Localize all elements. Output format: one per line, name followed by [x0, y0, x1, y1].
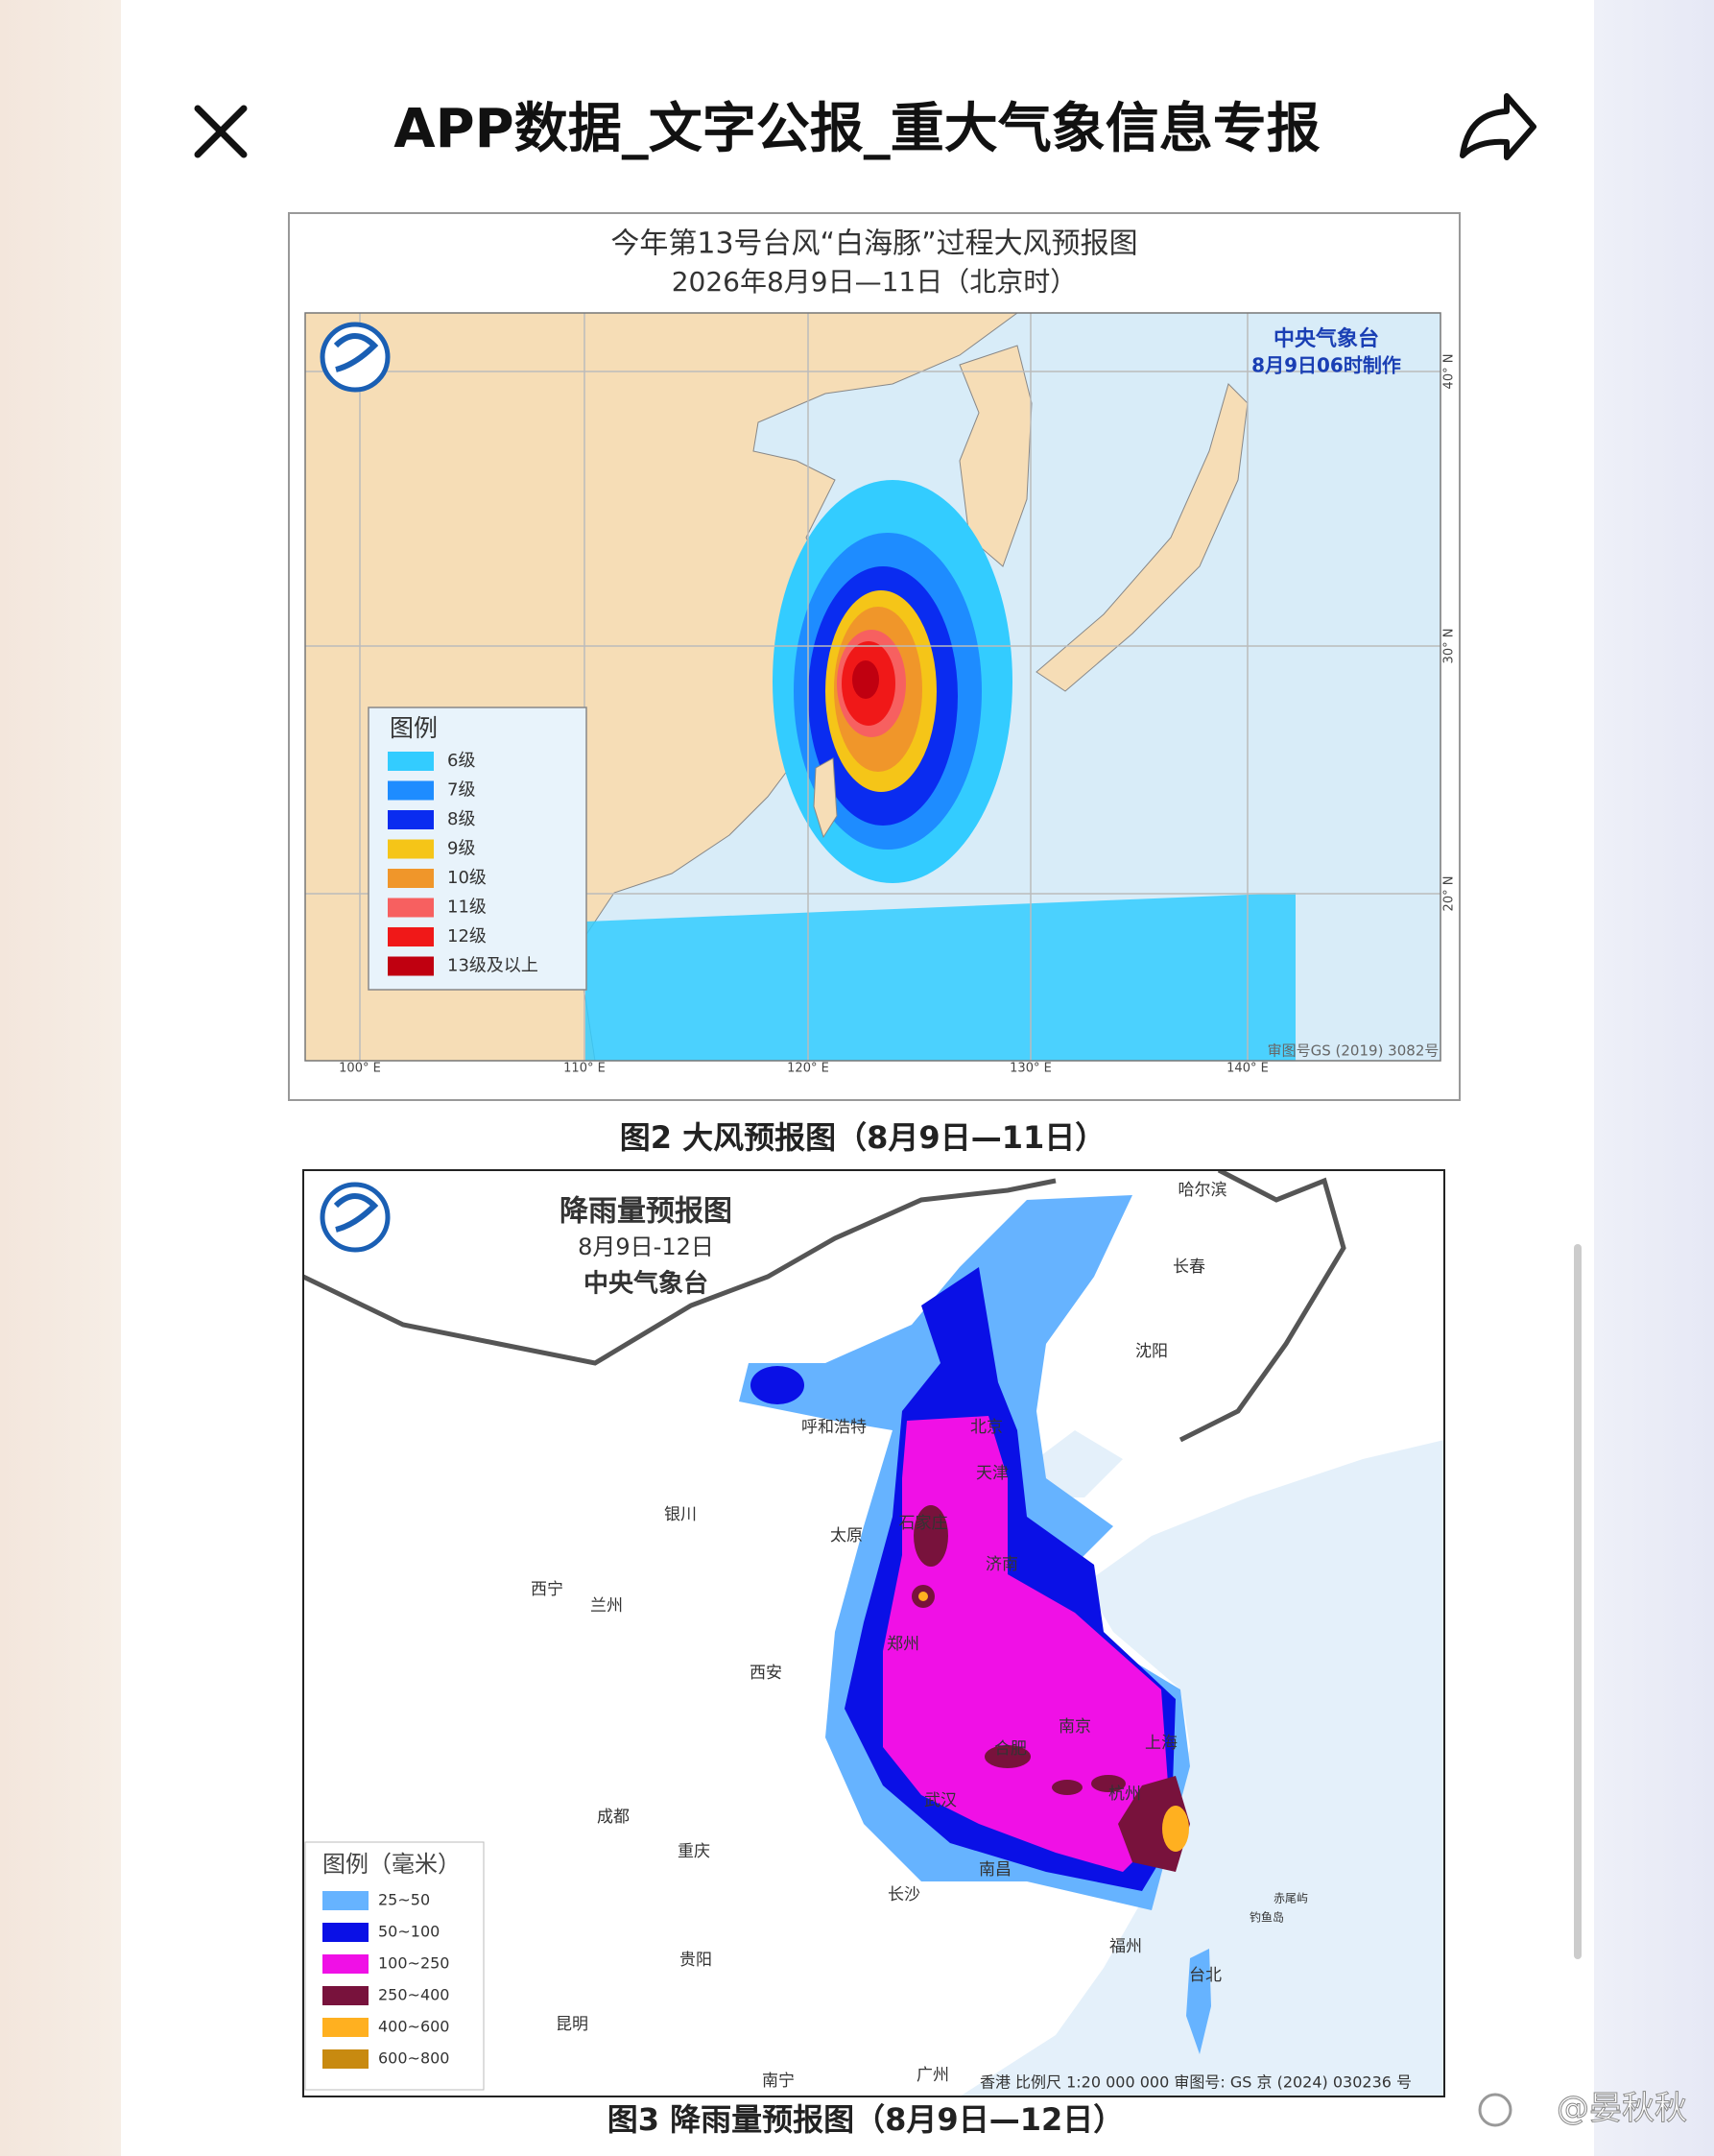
city-label: 石家庄: [899, 1514, 948, 1533]
legend-label: 13级及以上: [447, 956, 538, 976]
rain-map-title: 降雨量预报图: [559, 1195, 732, 1229]
legend-swatch: [388, 898, 434, 918]
legend-label: 11级: [447, 898, 487, 918]
lat-label: 30° N: [1442, 629, 1457, 664]
wind-map-title: 今年第13号台风“白海豚”过程大风预报图: [610, 228, 1137, 261]
city-label: 银川: [664, 1505, 697, 1524]
rain-map-agency: 中央气象台: [583, 1269, 708, 1299]
legend-label: 7级: [447, 780, 475, 801]
legend-swatch: [388, 927, 434, 946]
wind-map-made-time: 8月9日06时制作: [1251, 354, 1401, 377]
legend-label: 9级: [447, 839, 475, 859]
lon-label: 100° E: [339, 1062, 381, 1076]
scrollbar[interactable]: [1574, 1244, 1582, 1959]
legend-label: 400~600: [378, 2018, 449, 2036]
legend-label: 10级: [447, 868, 487, 888]
rain-map-footer: 香港 比例尺 1:20 000 000 审图号: GS 京 (2024) 030…: [980, 2073, 1412, 2092]
legend-label: 100~250: [378, 1954, 449, 1973]
legend-label: 12级: [447, 926, 487, 946]
city-label: 上海: [1145, 1734, 1178, 1753]
legend-label: 8级: [447, 809, 475, 829]
city-label: 西安: [750, 1664, 782, 1683]
city-label: 兰州: [590, 1596, 623, 1616]
city-label: 贵阳: [679, 1951, 712, 1970]
city-label: 太原: [830, 1526, 863, 1545]
share-button[interactable]: [1460, 93, 1536, 160]
city-label: 成都: [597, 1808, 630, 1827]
legend-label: 250~400: [378, 1986, 449, 2004]
wind-map-agency: 中央气象台: [1274, 326, 1379, 351]
city-label: 杭州: [1108, 1785, 1141, 1804]
lon-label: 140° E: [1226, 1062, 1269, 1076]
legend-swatch: [388, 810, 434, 829]
city-label: 南京: [1059, 1717, 1091, 1737]
legend-swatch: [322, 2018, 369, 2037]
wind-map-caption: 图2 大风预报图（8月9日—11日）: [620, 1119, 1106, 1156]
rain-map: [302, 1169, 1445, 2097]
legend-swatch: [388, 780, 434, 801]
lon-label: 120° E: [787, 1062, 829, 1076]
wind-legend-title: 图例: [390, 714, 438, 742]
city-label: 长沙: [888, 1885, 920, 1904]
city-label: 济南: [986, 1555, 1018, 1574]
city-label: 郑州: [887, 1635, 919, 1654]
city-label: 南宁: [762, 2072, 795, 2091]
city-label: 西宁: [531, 1580, 563, 1599]
legend-swatch: [388, 956, 434, 976]
legend-label: 50~100: [378, 1923, 440, 1941]
city-label: 北京: [970, 1418, 1003, 1437]
city-label: 赤尾屿: [1274, 1892, 1308, 1905]
city-label: 台北: [1189, 1966, 1222, 1985]
rain-map-date: 8月9日-12日: [578, 1234, 714, 1260]
legend-swatch: [322, 1891, 369, 1910]
lat-label: 20° N: [1442, 876, 1457, 912]
wind-map-subtitle: 2026年8月9日—11日（北京时）: [672, 266, 1078, 298]
legend-swatch: [322, 1923, 369, 1942]
city-label: 昆明: [556, 2015, 588, 2034]
legend-swatch: [322, 1954, 369, 1974]
close-button[interactable]: [194, 105, 248, 158]
city-label: 呼和浩特: [801, 1418, 867, 1437]
legend-swatch: [388, 839, 434, 859]
city-label: 钓鱼岛: [1250, 1910, 1284, 1925]
watermark: @晏秋秋: [1557, 2090, 1687, 2128]
city-label: 合肥: [994, 1739, 1027, 1759]
page-title: APP数据_文字公报_重大气象信息专报: [393, 98, 1320, 160]
wind-map: [304, 312, 1441, 1062]
city-label: 哈尔滨: [1178, 1181, 1227, 1200]
city-label: 武汉: [924, 1791, 957, 1810]
city-label: 沈阳: [1135, 1342, 1168, 1361]
city-label: 广州: [917, 2066, 949, 2085]
legend-swatch: [388, 752, 434, 771]
legend-swatch: [322, 1986, 369, 2005]
lat-label: 40° N: [1442, 354, 1457, 390]
lon-label: 130° E: [1010, 1062, 1052, 1076]
city-label: 福州: [1109, 1937, 1142, 1956]
rain-map-caption: 图3 降雨量预报图（8月9日—12日）: [607, 2101, 1124, 2138]
legend-label: 6级: [447, 751, 475, 771]
rain-legend-title: 图例（毫米）: [322, 1851, 461, 1878]
city-label: 天津: [976, 1464, 1009, 1483]
city-label: 长春: [1173, 1258, 1205, 1277]
lon-label: 110° E: [563, 1062, 606, 1076]
city-label: 重庆: [678, 1842, 710, 1861]
legend-label: 25~50: [378, 1891, 430, 1909]
legend-label: 600~800: [378, 2049, 449, 2068]
city-label: 南昌: [979, 1860, 1012, 1880]
legend-swatch: [388, 869, 434, 888]
wind-map-copyright: 审图号GS (2019) 3082号: [1268, 1042, 1440, 1060]
weibo-logo: [1478, 2093, 1512, 2127]
legend-swatch: [322, 2049, 369, 2069]
